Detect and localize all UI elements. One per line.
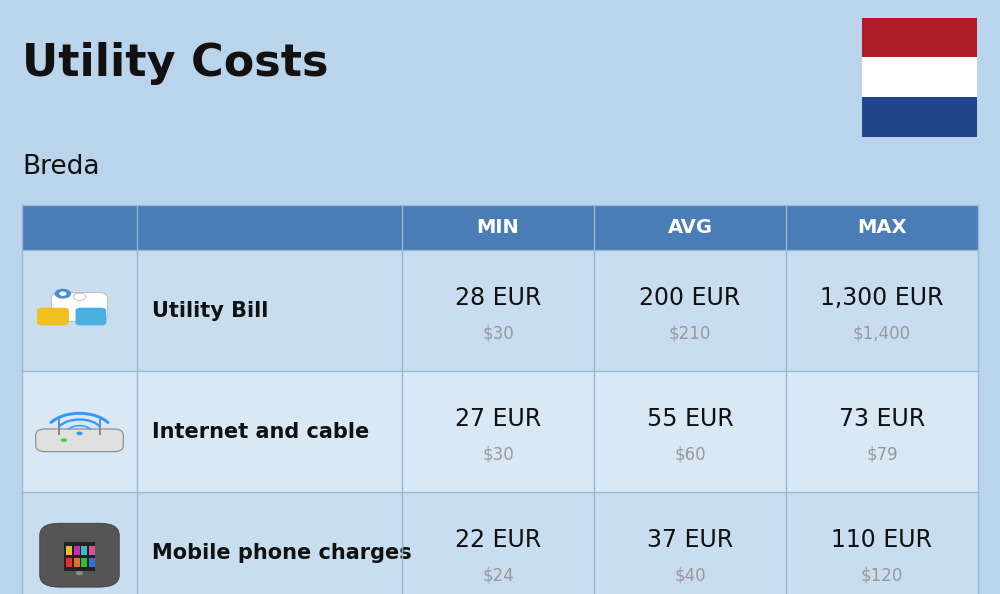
Bar [22, 371, 978, 492]
Circle shape [55, 289, 71, 299]
Bar [22, 492, 978, 594]
Text: $210: $210 [669, 324, 711, 342]
Text: Internet and cable: Internet and cable [152, 422, 369, 442]
Text: $79: $79 [866, 446, 898, 463]
Text: 55 EUR: 55 EUR [647, 407, 733, 431]
Text: 1,300 EUR: 1,300 EUR [820, 286, 944, 309]
Text: 200 EUR: 200 EUR [639, 286, 741, 309]
Text: 27 EUR: 27 EUR [455, 407, 541, 431]
FancyBboxPatch shape [51, 292, 108, 321]
Text: $30: $30 [482, 324, 514, 342]
Text: MAX: MAX [857, 218, 907, 237]
Circle shape [61, 438, 67, 442]
Text: Utility Bill: Utility Bill [152, 301, 268, 321]
Circle shape [59, 292, 66, 296]
Text: 73 EUR: 73 EUR [839, 407, 925, 431]
Text: Mobile phone charges: Mobile phone charges [152, 543, 412, 563]
Text: $60: $60 [674, 446, 706, 463]
Text: MIN: MIN [477, 218, 519, 237]
Text: 37 EUR: 37 EUR [647, 528, 733, 552]
FancyBboxPatch shape [36, 429, 123, 451]
Circle shape [76, 431, 83, 435]
Circle shape [76, 571, 83, 575]
Bar [66, 546, 72, 555]
Bar [81, 558, 87, 567]
Text: $24: $24 [482, 567, 514, 584]
Text: AVG: AVG [668, 218, 712, 237]
FancyArrow shape [99, 419, 101, 435]
Bar [862, 58, 977, 97]
Text: 22 EUR: 22 EUR [455, 528, 541, 552]
Bar [66, 558, 72, 567]
FancyBboxPatch shape [76, 308, 106, 326]
Text: $30: $30 [482, 446, 514, 463]
FancyBboxPatch shape [40, 523, 119, 587]
Circle shape [73, 293, 86, 301]
FancyArrow shape [58, 419, 60, 435]
Text: Breda: Breda [22, 154, 100, 181]
Bar [862, 97, 977, 137]
Bar [64, 542, 95, 571]
Text: $120: $120 [861, 567, 903, 584]
Text: 28 EUR: 28 EUR [455, 286, 541, 309]
FancyBboxPatch shape [37, 308, 69, 326]
Bar [74, 546, 80, 555]
Bar [74, 558, 80, 567]
Text: Utility Costs: Utility Costs [22, 42, 328, 84]
Text: $1,400: $1,400 [853, 324, 911, 342]
Bar [22, 250, 978, 371]
Text: 110 EUR: 110 EUR [831, 528, 932, 552]
Bar [89, 546, 95, 555]
Text: $40: $40 [674, 567, 706, 584]
Bar [862, 18, 977, 58]
Bar [89, 558, 95, 567]
Bar [81, 546, 87, 555]
Bar [22, 205, 978, 250]
